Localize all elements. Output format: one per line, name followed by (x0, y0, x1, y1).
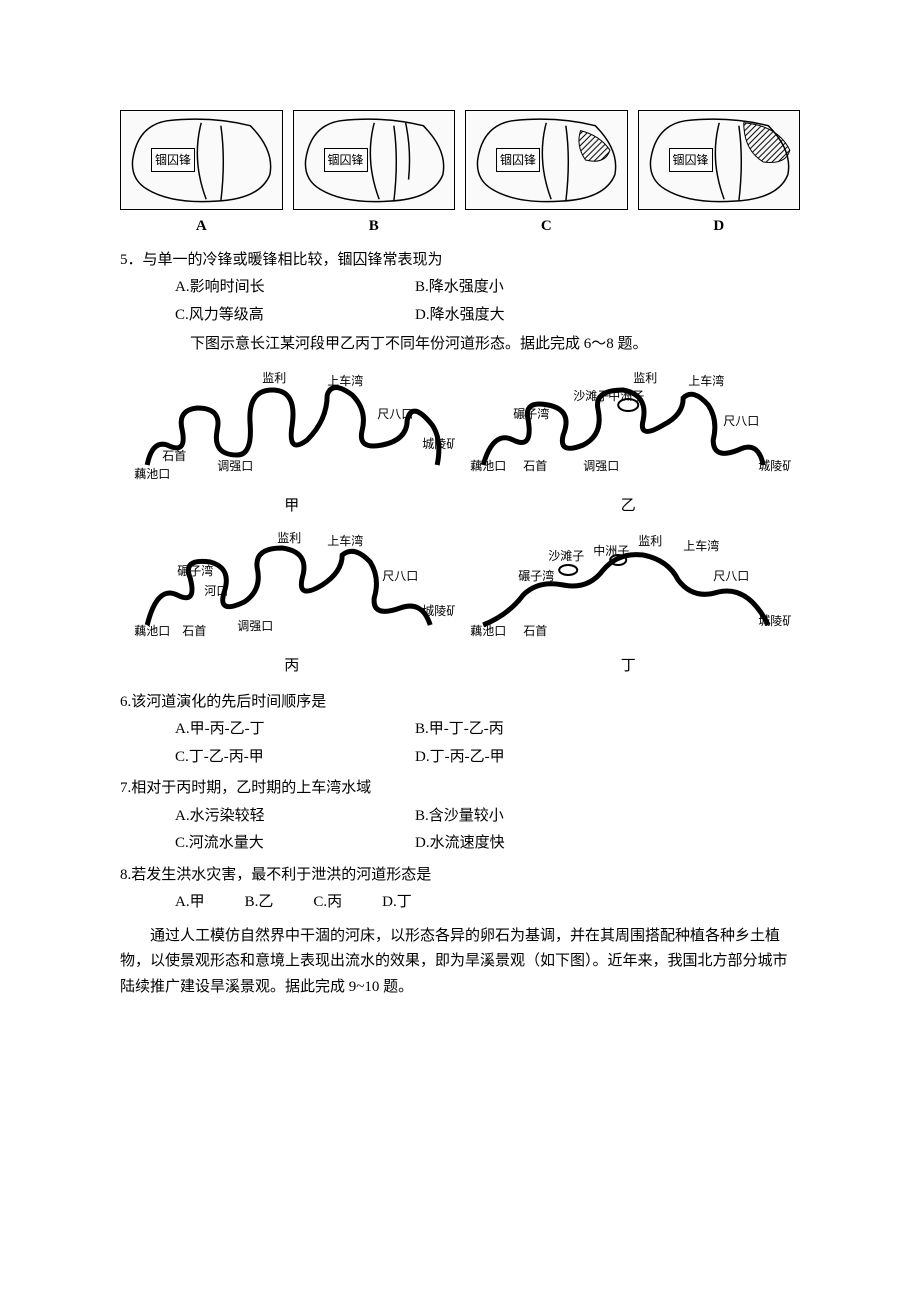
label-shangchewan-yi: 上车湾 (688, 373, 724, 388)
map-b-label: 锢囚锋 (324, 148, 368, 172)
label-zhongzhouzi-ding: 中洲子 (593, 543, 629, 558)
label-chenglingji-yi: 城陵矶 (758, 459, 791, 473)
river-panel-jia: 监利 上车湾 尺八口 城陵矶 调强口 石首 藕池口 甲 (129, 370, 455, 520)
map-b-box: 锢囚锋 (293, 110, 456, 210)
q5-optC: C.风力等级高 (175, 303, 355, 329)
river-label-ding: 丁 (621, 654, 636, 680)
label-nianziwan-bing: 碾子湾 (177, 563, 213, 578)
question-6: 6.该河道演化的先后时间顺序是 (120, 690, 800, 716)
context-9-10: 通过人工模仿自然界中干涸的河床，以形态各异的卵石为基调，并在其周围搭配种植各种乡… (120, 924, 800, 1001)
label-tiaoxiankou: 调强口 (217, 459, 253, 473)
label-chenglingji-bing: 城陵矶 (422, 604, 455, 618)
label-ouchikou-bing: 藕池口 (134, 624, 170, 638)
river-diagram-section: 监利 上车湾 尺八口 城陵矶 调强口 石首 藕池口 甲 监利 上车湾 尺八口 城… (120, 370, 800, 680)
label-ouchikou-ding: 藕池口 (470, 624, 506, 638)
label-shishou-bing: 石首 (182, 624, 206, 638)
map-b-letter: B (293, 214, 456, 240)
q5-optB: B.降水强度小 (415, 275, 504, 301)
label-chibakou-ding: 尺八口 (713, 569, 749, 583)
label-ouchikou-yi: 藕池口 (470, 459, 506, 473)
river-label-yi: 乙 (621, 494, 636, 520)
river-svg-bing: 监利 上车湾 尺八口 城陵矶 碾子湾 河口 调强口 石首 藕池口 (129, 530, 455, 650)
q8-optB: B.乙 (245, 890, 274, 916)
river-panel-yi: 监利 上车湾 尺八口 城陵矶 沙滩子 中洲子 碾子湾 调强口 石首 藕池口 乙 (465, 370, 791, 520)
river-svg-yi: 监利 上车湾 尺八口 城陵矶 沙滩子 中洲子 碾子湾 调强口 石首 藕池口 (465, 370, 791, 490)
q6-opts-row1: A.甲-丙-乙-丁 B.甲-丁-乙-丙 (120, 717, 800, 743)
q5-optA: A.影响时间长 (175, 275, 355, 301)
label-shangchewan: 上车湾 (327, 373, 363, 388)
label-ouchikou: 藕池口 (134, 467, 170, 481)
q5-opts-row1: A.影响时间长 B.降水强度小 (120, 275, 800, 301)
q7-optD: D.水流速度快 (415, 831, 505, 857)
label-chenglingji-ding: 城陵矶 (758, 614, 791, 628)
label-jianli-ding: 监利 (638, 534, 662, 548)
map-a-box: 锢囚锋 (120, 110, 283, 210)
q8-opts: A.甲 B.乙 C.丙 D.丁 (120, 890, 800, 916)
label-tiaoxiankou-bing: 调强口 (237, 619, 273, 633)
q7-opts-row2: C.河流水量大 D.水流速度快 (120, 831, 800, 857)
q5-opts-row2: C.风力等级高 D.降水强度大 (120, 303, 800, 329)
map-b-outline (294, 111, 455, 209)
label-chenglingji: 城陵矶 (422, 437, 455, 451)
label-jianli-bing: 监利 (277, 531, 301, 545)
label-chibakou: 尺八口 (377, 407, 413, 421)
q6-optD: D.丁-丙-乙-甲 (415, 745, 505, 771)
map-c-outline (466, 111, 627, 209)
label-nianziwan-ding: 碾子湾 (518, 568, 554, 583)
q6-opts-row2: C.丁-乙-丙-甲 D.丁-丙-乙-甲 (120, 745, 800, 771)
question-8: 8.若发生洪水灾害，最不利于泄洪的河道形态是 (120, 863, 800, 889)
map-d-label: 锢囚锋 (669, 148, 713, 172)
label-nianziwan-yi: 碾子湾 (513, 406, 549, 421)
river-panel-ding: 监利 上车湾 尺八口 城陵矶 沙滩子 中洲子 碾子湾 石首 藕池口 丁 (465, 530, 791, 680)
q5-optD: D.降水强度大 (415, 303, 505, 329)
q8-optD: D.丁 (382, 890, 412, 916)
q7-optA: A.水污染较轻 (175, 804, 355, 830)
label-shangchewan-bing: 上车湾 (327, 533, 363, 548)
question-7: 7.相对于丙时期，乙时期的上车湾水域 (120, 776, 800, 802)
river-svg-jia: 监利 上车湾 尺八口 城陵矶 调强口 石首 藕池口 (129, 370, 455, 490)
label-shishou-yi: 石首 (523, 459, 547, 473)
q7-optC: C.河流水量大 (175, 831, 355, 857)
label-shatanzi-yi: 沙滩子 (573, 389, 609, 403)
context-6-8: 下图示意长江某河段甲乙丙丁不同年份河道形态。据此完成 6～8 题。 (120, 332, 800, 358)
map-d-box: 锢囚锋 (638, 110, 801, 210)
map-d: 锢囚锋 D (638, 110, 801, 240)
question-5: 5．与单一的冷锋或暖锋相比较，锢囚锋常表现为 (120, 248, 800, 274)
label-chibakou-yi: 尺八口 (723, 414, 759, 428)
label-jianli-yi: 监利 (633, 371, 657, 385)
map-a: 锢囚锋 A (120, 110, 283, 240)
map-c-letter: C (465, 214, 628, 240)
map-c-box: 锢囚锋 (465, 110, 628, 210)
map-c-label: 锢囚锋 (496, 148, 540, 172)
map-c: 锢囚锋 C (465, 110, 628, 240)
q8-optA: A.甲 (175, 890, 205, 916)
label-hekou-bing: 河口 (204, 584, 228, 598)
map-a-label: 锢囚锋 (151, 148, 195, 172)
label-tiaoxiankou-yi: 调强口 (583, 459, 619, 473)
label-chibakou-bing: 尺八口 (382, 569, 418, 583)
map-d-letter: D (638, 214, 801, 240)
river-label-bing: 丙 (284, 654, 299, 680)
q7-optB: B.含沙量较小 (415, 804, 504, 830)
label-shangchewan-ding: 上车湾 (683, 538, 719, 553)
q6-optB: B.甲-丁-乙-丙 (415, 717, 504, 743)
map-a-outline (121, 111, 282, 209)
label-shishou-ding: 石首 (523, 624, 547, 638)
label-shatanzi-ding: 沙滩子 (548, 549, 584, 563)
label-jianli: 监利 (262, 371, 286, 385)
q7-opts-row1: A.水污染较轻 B.含沙量较小 (120, 804, 800, 830)
label-shishou: 石首 (162, 449, 186, 463)
map-panel-row: 锢囚锋 A 锢囚锋 B (120, 110, 800, 240)
river-svg-ding: 监利 上车湾 尺八口 城陵矶 沙滩子 中洲子 碾子湾 石首 藕池口 (465, 530, 791, 650)
q8-optC: C.丙 (313, 890, 342, 916)
river-label-jia: 甲 (284, 494, 299, 520)
river-panel-bing: 监利 上车湾 尺八口 城陵矶 碾子湾 河口 调强口 石首 藕池口 丙 (129, 530, 455, 680)
q6-optA: A.甲-丙-乙-丁 (175, 717, 355, 743)
map-a-letter: A (120, 214, 283, 240)
map-b: 锢囚锋 B (293, 110, 456, 240)
map-d-outline (639, 111, 800, 209)
q6-optC: C.丁-乙-丙-甲 (175, 745, 355, 771)
label-zhongzhouzi-yi: 中洲子 (608, 388, 644, 403)
